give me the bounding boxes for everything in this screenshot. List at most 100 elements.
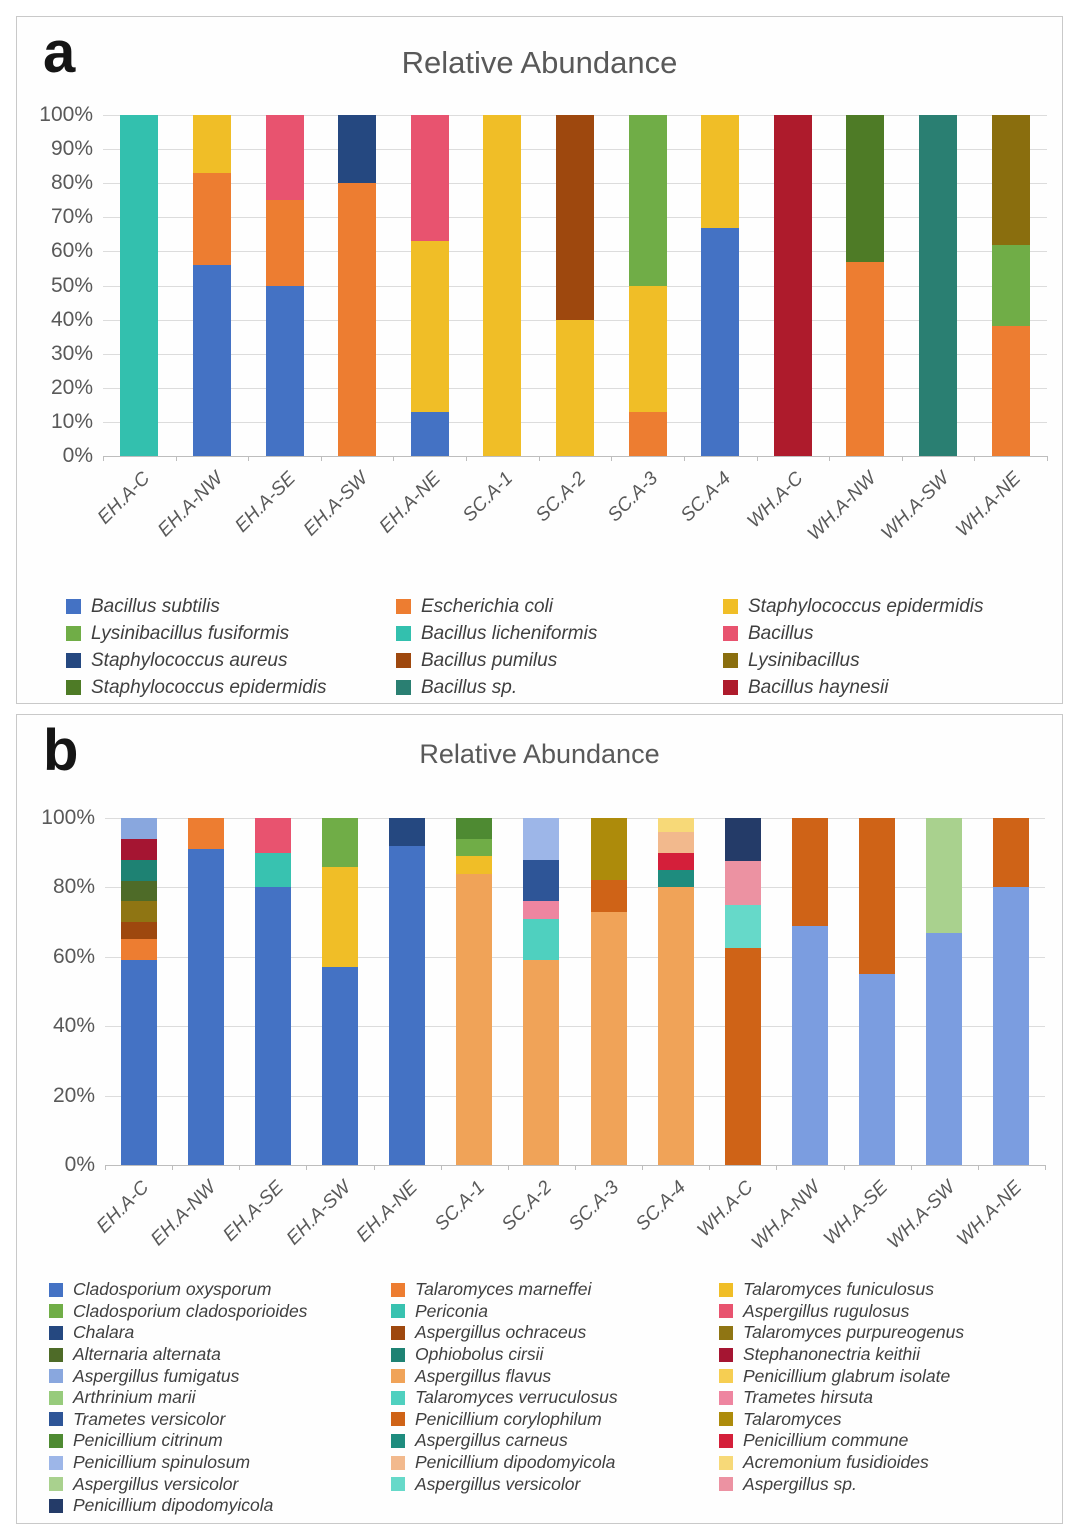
bar-segment-aspergillus-versicolor <box>724 904 761 949</box>
bar-segment-chalara <box>389 818 426 846</box>
legend-color-swatch <box>49 1455 63 1470</box>
panel-b-gridlines <box>105 818 1045 1165</box>
legend-label: Chalara <box>73 1322 135 1343</box>
bar-WH.A-C <box>773 115 812 456</box>
x-category-label-text: EH.A-NW <box>147 1177 221 1251</box>
legend-color-swatch <box>49 1369 63 1384</box>
y-tick-label: 60% <box>50 239 93 263</box>
x-category-label-text: WH.A-SW <box>883 1177 960 1254</box>
bar-segment-talaromyces-verruculosus <box>523 918 560 961</box>
x-axis-tick <box>709 1165 711 1170</box>
x-category-label-text: WH.A-NW <box>748 1177 825 1254</box>
legend-label: Ophiobolus cirsii <box>415 1344 544 1365</box>
x-category-label-text: EH.A-NW <box>153 468 227 542</box>
legend-label: Aspergillus versicolor <box>73 1473 239 1494</box>
x-category-label-text: SC.A-3 <box>604 468 663 527</box>
bar-segment-aspergillus-carneus <box>657 870 694 888</box>
bar-segment-talaromyces-marneffei <box>187 818 224 850</box>
bar-segment-aspergillus-fumigatus <box>926 932 963 1165</box>
bar-WH.A-SE <box>859 818 896 1165</box>
legend-label: Escherichia coli <box>421 595 553 617</box>
x-axis-tick <box>538 456 540 461</box>
bar-segment-staphylococcus-epidermidis <box>846 115 885 262</box>
bar-SC.A-4 <box>701 115 740 456</box>
panel-a-title: Relative Abundance <box>401 45 678 80</box>
bar-EH.A-NW <box>192 115 231 456</box>
legend-label: Penicillium corylophilum <box>415 1408 602 1429</box>
panel-b-title: Relative Abundance <box>419 739 660 769</box>
legend-label: Lysinibacillus fusiformis <box>91 622 290 644</box>
bar-segment-bacillus-sp- <box>919 115 958 456</box>
bar-WH.A-SW <box>926 818 963 1165</box>
bar-segment-penicillium-dipodomyicola <box>657 831 694 853</box>
x-axis-tick <box>373 1165 375 1170</box>
y-tick-label: 30% <box>50 341 93 365</box>
bar-segment-aspergillus-rugulosus <box>254 818 291 853</box>
y-tick-label: 100% <box>41 806 95 829</box>
bar-segment-escherichia-coli <box>192 172 231 266</box>
y-tick-label: 90% <box>50 137 93 161</box>
panel-a-x-axis-labels: EH.A-C EH.A-NW EH.A-SE EH.A-SW EH.A-NE SC.A-1… <box>94 456 1047 576</box>
legend-color-swatch <box>719 1325 733 1340</box>
bar-segment-aspergillus-ochraceus <box>120 922 157 940</box>
bar-EH.A-SW <box>322 818 358 1165</box>
bar-segment-bacillus-haynesii <box>773 115 812 456</box>
x-axis-tick <box>843 1165 845 1170</box>
panel-a-bars <box>103 115 1047 456</box>
legend-label: Bacillus licheniformis <box>421 622 598 644</box>
x-category-label-text: SC.A-3 <box>565 1177 624 1236</box>
legend-label: Acremonium fusidioides <box>743 1452 929 1473</box>
x-axis-tick <box>103 456 104 461</box>
bar-SC.A-3 <box>628 115 667 456</box>
legend-label: Stephanonectria keithii <box>743 1344 921 1365</box>
panel-b-letter: b <box>43 718 79 783</box>
bar-SC.A-3 <box>590 818 627 1165</box>
bar-segment-aspergillus-flavus <box>590 911 627 1165</box>
bar-segment-trametes-hirsuta <box>523 901 560 919</box>
panel-a-legend: Bacillus subtilis Escherichia coli Staphyl… <box>66 593 984 701</box>
bar-segment-aspergillus-fumigatus <box>120 818 157 839</box>
legend-color-swatch <box>719 1433 733 1448</box>
bar-segment-aspergillus-fumigatus <box>993 887 1030 1165</box>
x-axis-tick <box>611 456 613 461</box>
bar-segment-staphylococcus-epidermidis <box>483 115 522 456</box>
y-tick-label: 80% <box>52 875 95 899</box>
x-axis-tick <box>829 456 831 461</box>
y-tick-label: 70% <box>50 205 93 229</box>
bar-segment-ophiobolus-cirsii <box>120 859 157 881</box>
legend-item-aspergillus-flavus: Aspergillus flavus <box>391 1365 719 1387</box>
x-category-label-text: EH.A-NE <box>375 468 445 538</box>
bar-segment-bacillus-subtilis <box>410 411 449 456</box>
legend-label: Staphylococcus epidermidis <box>91 676 327 698</box>
bar-segment-staphylococcus-epidermidis <box>410 241 449 412</box>
legend-label: Aspergillus sp. <box>743 1473 857 1494</box>
legend-item-staphylococcus-aureus: Staphylococcus aureus <box>66 647 396 674</box>
bar-segment-bacillus-licheniformis <box>120 115 159 456</box>
bar-segment-penicillium-spinulosum <box>523 818 560 860</box>
panel-b-plot-area: 100% 80% 60% 40% 20% 0% EH.A-C EH.A-NW EH.A-SE E… <box>41 806 1046 1254</box>
legend-item-escherichia-coli: Escherichia coli <box>396 593 723 620</box>
legend-label: Arthrinium marii <box>73 1387 196 1408</box>
panel-a: a Relative Abundance 100% 90% 80% 70% 60% 50%… <box>16 16 1063 704</box>
legend-color-swatch <box>49 1282 63 1297</box>
legend-item-bacillus: Bacillus <box>723 620 984 647</box>
x-axis-tick <box>172 1165 174 1170</box>
x-axis-tick <box>1045 1165 1046 1170</box>
legend-item-lysinibacillus-fusiformis: Lysinibacillus fusiformis <box>66 620 396 647</box>
panel-b-x-axis-labels: EH.A-C EH.A-NW EH.A-SE EH.A-SW EH.A-NE SC.A-1… <box>93 1165 1045 1285</box>
y-tick-label: 40% <box>52 1014 95 1038</box>
x-axis-tick <box>575 1165 576 1170</box>
bar-segment-penicillium-dipodomyicola <box>724 818 761 862</box>
legend-color-swatch <box>391 1390 405 1405</box>
legend-item-trametes-versicolor: Trametes versicolor <box>49 1409 391 1431</box>
bar-segment-bacillus <box>410 115 449 242</box>
bar-segment-trametes-versicolor <box>523 859 560 902</box>
bar-segment-talaromyces-purpureogenus <box>120 901 157 923</box>
x-axis-tick <box>1047 456 1048 461</box>
legend-label: Bacillus <box>748 622 814 644</box>
legend-item-aspergillus-fumigatus: Aspergillus fumigatus <box>49 1365 391 1387</box>
x-category-label-text: EH.A-C <box>93 1177 154 1238</box>
gridline <box>105 956 1045 958</box>
bar-SC.A-2 <box>556 115 594 456</box>
legend-item-trametes-hirsuta: Trametes hirsuta <box>719 1387 964 1409</box>
